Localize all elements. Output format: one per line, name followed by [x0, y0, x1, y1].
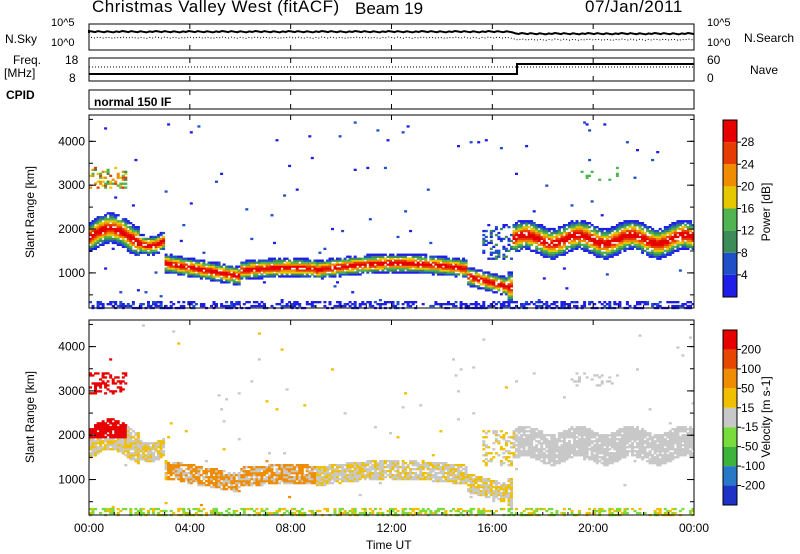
colorbar-tick-label: 20 [741, 179, 755, 193]
colorbar-tick-label: -100 [741, 459, 765, 473]
colorbar-tick-label: 100 [741, 362, 761, 376]
cpid-label: CPID [6, 88, 35, 102]
colorbar-swatch [723, 388, 737, 408]
velocity-colorbar-label: Velocity [m s-1] [759, 376, 773, 458]
colorbar-tick-label: 200 [741, 342, 761, 356]
colorbar-swatch [723, 446, 737, 467]
nsearch-tick-low: 10^0 [707, 37, 731, 49]
chart-title: Christmas Valley West (fitACF) [92, 0, 340, 16]
y-tick-label: 1000 [58, 266, 85, 280]
y-tick-label: 2000 [58, 222, 85, 236]
freq-trace [89, 63, 694, 75]
colorbar-tick-label: 15 [741, 401, 755, 415]
nave-label: Nave [750, 63, 779, 77]
colorbar-swatch [723, 407, 737, 428]
nsky-line [88, 29, 695, 36]
nsky-tick-high: 10^5 [51, 17, 75, 29]
colorbar-tick-label: 28 [741, 135, 755, 149]
power-colorbar-label: Power [dB] [759, 182, 773, 242]
colorbar-swatch [723, 330, 737, 350]
freq-unit: [MHz] [4, 66, 36, 80]
nsky-trace [88, 29, 695, 41]
date-label: 07/Jan/2011 [585, 0, 683, 16]
colorbar-swatch [723, 466, 737, 486]
nsearch-line [88, 36, 695, 41]
nave-tick-high: 60 [707, 53, 721, 67]
colorbar-swatch [723, 427, 737, 447]
colorbar-tick-label: 16 [741, 202, 755, 216]
beam-label: Beam 19 [355, 0, 424, 18]
colorbar-tick-label: 12 [741, 224, 755, 238]
colorbar-swatch [723, 252, 737, 275]
nave-tick-low: 0 [707, 71, 714, 85]
colorbars: 4 8 12 16 20 24 28 200 100 50 15 -15 -50 -100 -200 [722, 119, 765, 506]
nsky-tick-low: 10^0 [51, 37, 75, 49]
velocity-heatmap [89, 324, 695, 517]
colorbar-tick-label: 8 [741, 246, 748, 260]
colorbar-swatch [723, 120, 737, 143]
y-tick-label: 2000 [58, 428, 85, 442]
y-tick-label: 3000 [58, 178, 85, 192]
colorbar-tick-label: 4 [741, 268, 748, 282]
x-tick-label: 00:00 [74, 521, 104, 535]
freq-tick-low: 8 [69, 71, 76, 85]
colorbar-swatch [723, 368, 737, 389]
nsearch-label: N.Search [744, 31, 795, 45]
y-tick-label: 4000 [58, 134, 85, 148]
nsearch-tick-high: 10^5 [707, 17, 731, 29]
cpid-mode: normal 150 IF [94, 95, 172, 109]
colorbar-swatch [723, 142, 737, 165]
velocity-panel-frame [88, 319, 695, 516]
power-heatmap [89, 121, 695, 310]
colorbar-tick-label: -15 [741, 420, 759, 434]
y-tick-label: 3000 [58, 384, 85, 398]
freq-tick-high: 18 [65, 53, 79, 67]
x-tick-label: 08:00 [276, 521, 306, 535]
colorbar-frame [722, 329, 738, 506]
power-panel-frame [88, 114, 695, 309]
x-axis-label: Time UT [366, 538, 412, 552]
colorbar-tick-label: 50 [741, 381, 755, 395]
colorbar-swatch [723, 485, 737, 505]
x-tick-label: 20:00 [578, 521, 608, 535]
power-ylabel: Slant Range [km] [23, 165, 37, 259]
colorbar-tick-label: 24 [741, 157, 755, 171]
colorbar-swatch [723, 164, 737, 187]
freq-line [89, 63, 694, 75]
freq-label: Freq. [13, 53, 42, 67]
colorbar-swatch [723, 349, 737, 369]
colorbar-tick-label: -50 [741, 440, 759, 454]
x-tick-label: 12:00 [376, 521, 406, 535]
colorbar-swatch [723, 186, 737, 209]
x-tick-label: 04:00 [175, 521, 205, 535]
axes: 00:00 04:00 08:00 12:00 16:00 20:00 00:00 1000 2… [58, 24, 709, 535]
colorbar-swatch [723, 208, 737, 231]
x-tick-label: 16:00 [477, 521, 507, 535]
y-tick-label: 4000 [58, 340, 85, 354]
colorbar-swatch [723, 230, 737, 253]
colorbar-tick-label: -200 [741, 479, 765, 493]
y-tick-label: 1000 [58, 473, 85, 487]
colorbar-swatch [723, 274, 737, 297]
nsky-label: N.Sky [5, 32, 38, 46]
velocity-ylabel: Slant Range [km] [23, 370, 37, 464]
x-tick-label: 00:00 [679, 521, 709, 535]
